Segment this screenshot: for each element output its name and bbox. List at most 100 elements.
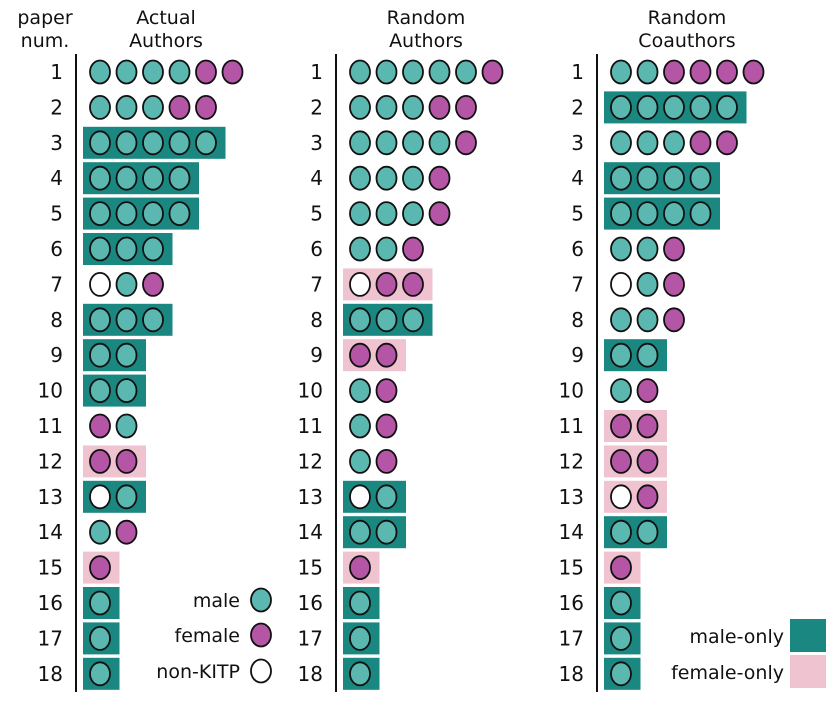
female-author-circle — [375, 413, 398, 439]
paper-row: 6 — [571, 236, 685, 262]
female-author-circle — [636, 448, 659, 474]
male-author-circle — [89, 165, 111, 191]
legend-boxes: male-only female-only — [671, 619, 826, 688]
paper-number: 11 — [298, 414, 323, 438]
male-author-circle — [115, 307, 138, 333]
male-author-circle — [636, 201, 659, 227]
female-author-circle — [455, 95, 477, 120]
female-author-circle — [663, 271, 685, 297]
male-author-circle — [89, 342, 111, 368]
male-author-circle — [168, 201, 191, 227]
male-author-circle — [89, 201, 111, 227]
paper-number: 17 — [298, 626, 323, 650]
female-author-circle — [481, 59, 504, 85]
paper-number: 14 — [559, 520, 584, 544]
male-author-circle — [115, 378, 138, 404]
male-author-circle — [375, 236, 398, 262]
male-author-circle — [375, 130, 398, 156]
paper-number: 12 — [298, 449, 323, 473]
male-author-circle — [142, 201, 164, 227]
paper-row: 3 — [571, 130, 738, 156]
female-author-circle — [89, 448, 111, 474]
male-author-circle — [115, 484, 138, 510]
paper-number: 12 — [559, 449, 584, 473]
paper-row: 9 — [50, 339, 146, 372]
paper-row: 3 — [310, 130, 477, 156]
legend-circles: male female non-KITP — [156, 587, 272, 684]
paper-row: 2 — [571, 91, 747, 124]
legend-label: male — [193, 590, 240, 612]
male-author-circle — [610, 342, 632, 368]
male-author-circle — [349, 661, 371, 687]
male-author-circle — [636, 271, 659, 297]
male-author-circle — [428, 59, 451, 85]
paper-number: 8 — [50, 308, 63, 332]
male-author-circle — [402, 201, 424, 227]
male-author-circle — [428, 130, 451, 156]
paper-row: 12 — [298, 448, 398, 474]
male-author-circle — [610, 95, 632, 120]
male-author-circle — [402, 165, 424, 191]
paper-row: 15 — [559, 551, 641, 584]
male-author-circle — [349, 201, 371, 227]
male-author-circle — [89, 590, 111, 616]
female-author-circle — [402, 271, 424, 297]
male-author-circle — [168, 59, 191, 85]
male-author-circle — [115, 95, 138, 120]
male-author-circle — [375, 165, 398, 191]
paper-row: 17 — [38, 622, 120, 655]
paper-number: 5 — [50, 202, 63, 226]
female-author-circle — [610, 448, 632, 474]
male-author-circle — [636, 342, 659, 368]
paper-number: 14 — [298, 520, 323, 544]
male-author-circle — [349, 130, 371, 156]
paper-number: 4 — [571, 166, 584, 190]
paper-number: 7 — [50, 272, 63, 296]
female-author-circle — [375, 378, 398, 404]
row-header-line-1: paper — [17, 7, 72, 29]
female-author-circle — [636, 413, 659, 439]
male-author-circle — [142, 307, 164, 333]
male-author-circle — [636, 95, 659, 120]
paper-row: 5 — [310, 201, 451, 227]
female-author-circle — [663, 236, 685, 262]
male-author-circle — [610, 307, 632, 333]
paper-row: 14 — [298, 516, 406, 549]
paper-row: 10 — [559, 378, 659, 404]
paper-number: 13 — [559, 485, 584, 509]
paper-number: 17 — [559, 626, 584, 650]
paper-number: 6 — [50, 237, 63, 261]
paper-row: 4 — [571, 162, 720, 195]
male-author-circle — [349, 59, 371, 85]
male-author-circle — [349, 626, 371, 651]
female-author-circle — [195, 95, 217, 120]
paper-row: 15 — [38, 551, 120, 584]
male-author-circle — [168, 130, 191, 156]
non-kitp-author-circle — [349, 484, 371, 510]
male-author-circle — [375, 59, 398, 85]
panels-group: ActualAuthors123456789101112131415161718… — [38, 7, 765, 692]
panel-title-line: Random — [387, 7, 466, 29]
non-kitp-author-circle — [89, 484, 111, 510]
paper-row: 4 — [310, 165, 451, 191]
male-author-circle — [349, 448, 371, 474]
paper-number: 13 — [38, 485, 63, 509]
female-author-circle — [349, 342, 371, 368]
female-author-circle — [375, 448, 398, 474]
male-author-circle — [142, 95, 164, 120]
male-author-circle — [663, 130, 685, 156]
paper-row: 7 — [571, 271, 685, 297]
legend-label: female-only — [671, 662, 784, 684]
legend-label: female — [175, 625, 241, 647]
paper-number: 18 — [298, 662, 323, 686]
paper-row: 13 — [38, 480, 146, 513]
legend-male-only-box — [790, 619, 826, 652]
male-author-circle — [610, 661, 632, 687]
male-author-circle — [89, 236, 111, 262]
male-author-circle — [349, 307, 371, 333]
male-author-circle — [115, 236, 138, 262]
paper-row: 16 — [38, 587, 120, 619]
panel-title-line: Authors — [389, 30, 463, 52]
